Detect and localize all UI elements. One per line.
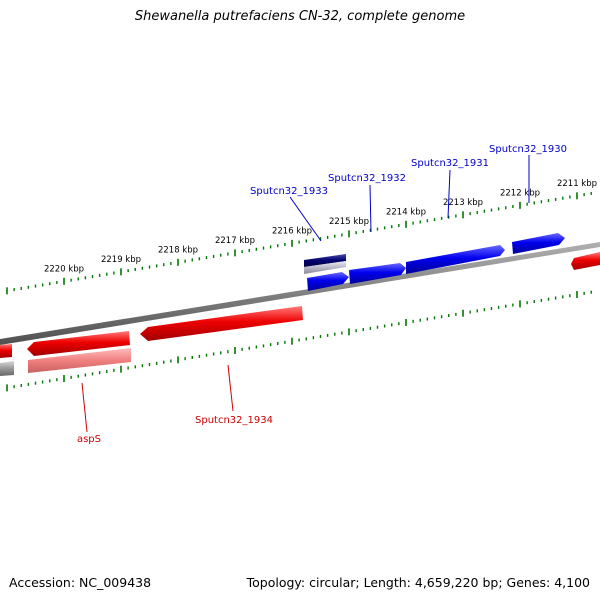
scale-label: 2218 kbp <box>158 245 198 255</box>
gene-sputcn32-1931 <box>406 245 505 274</box>
genome-backbone <box>0 242 600 345</box>
gene-asps <box>27 331 130 356</box>
scale-labels: 2211 kbp 2212 kbp 2213 kbp 2214 kbp 2215 kbp… <box>44 179 597 275</box>
gene-sputcn32-1933-shadow <box>304 261 346 274</box>
scale-label: 2215 kbp <box>329 217 369 227</box>
gene-left-edge <box>0 344 12 358</box>
scale-label: 2211 kbp <box>557 179 597 189</box>
accession-text: Accession: NC_009438 <box>9 575 152 590</box>
label-sputcn32-1930: Sputcn32_1930 <box>489 144 567 155</box>
label-sputcn32-1931: Sputcn32_1931 <box>411 158 489 169</box>
map-title: Shewanella putrefaciens CN-32, complete … <box>134 9 466 24</box>
label-sputcn32-1933: Sputcn32_1933 <box>250 186 328 197</box>
gene-sputcn32-1930 <box>512 233 565 254</box>
leader-asps <box>81 382 88 433</box>
label-asps: aspS <box>77 434 101 445</box>
label-sputcn32-1934: Sputcn32_1934 <box>195 415 273 426</box>
gene-sputcn32-1933-upper <box>304 254 346 267</box>
scale-label: 2214 kbp <box>386 207 426 217</box>
scale-label: 2220 kbp <box>44 264 84 274</box>
gene-asps-shadow <box>28 348 131 373</box>
gene-left-edge-shadow <box>0 361 14 376</box>
upper-scale-ticks <box>6 191 592 295</box>
gene-sputcn32-1932 <box>349 263 406 284</box>
leader-sputcn32-1934 <box>227 364 234 412</box>
scale-label: 2216 kbp <box>272 226 312 236</box>
scale-label: 2219 kbp <box>101 255 141 265</box>
lower-scale-ticks <box>6 290 592 392</box>
leader-sputcn32-1931 <box>447 169 451 219</box>
scale-label: 2213 kbp <box>443 198 483 208</box>
leader-sputcn32-1933 <box>289 196 322 242</box>
gene-arrow-right-edge <box>571 252 600 270</box>
leader-sputcn32-1932 <box>369 184 372 233</box>
gene-sputcn32-1934 <box>140 306 303 341</box>
gene-sputcn32-1933 <box>307 272 349 291</box>
topology-text: Topology: circular; Length: 4,659,220 bp… <box>246 575 590 590</box>
label-sputcn32-1932: Sputcn32_1932 <box>328 173 406 184</box>
scale-label: 2217 kbp <box>215 236 255 246</box>
scale-label: 2212 kbp <box>500 188 540 198</box>
